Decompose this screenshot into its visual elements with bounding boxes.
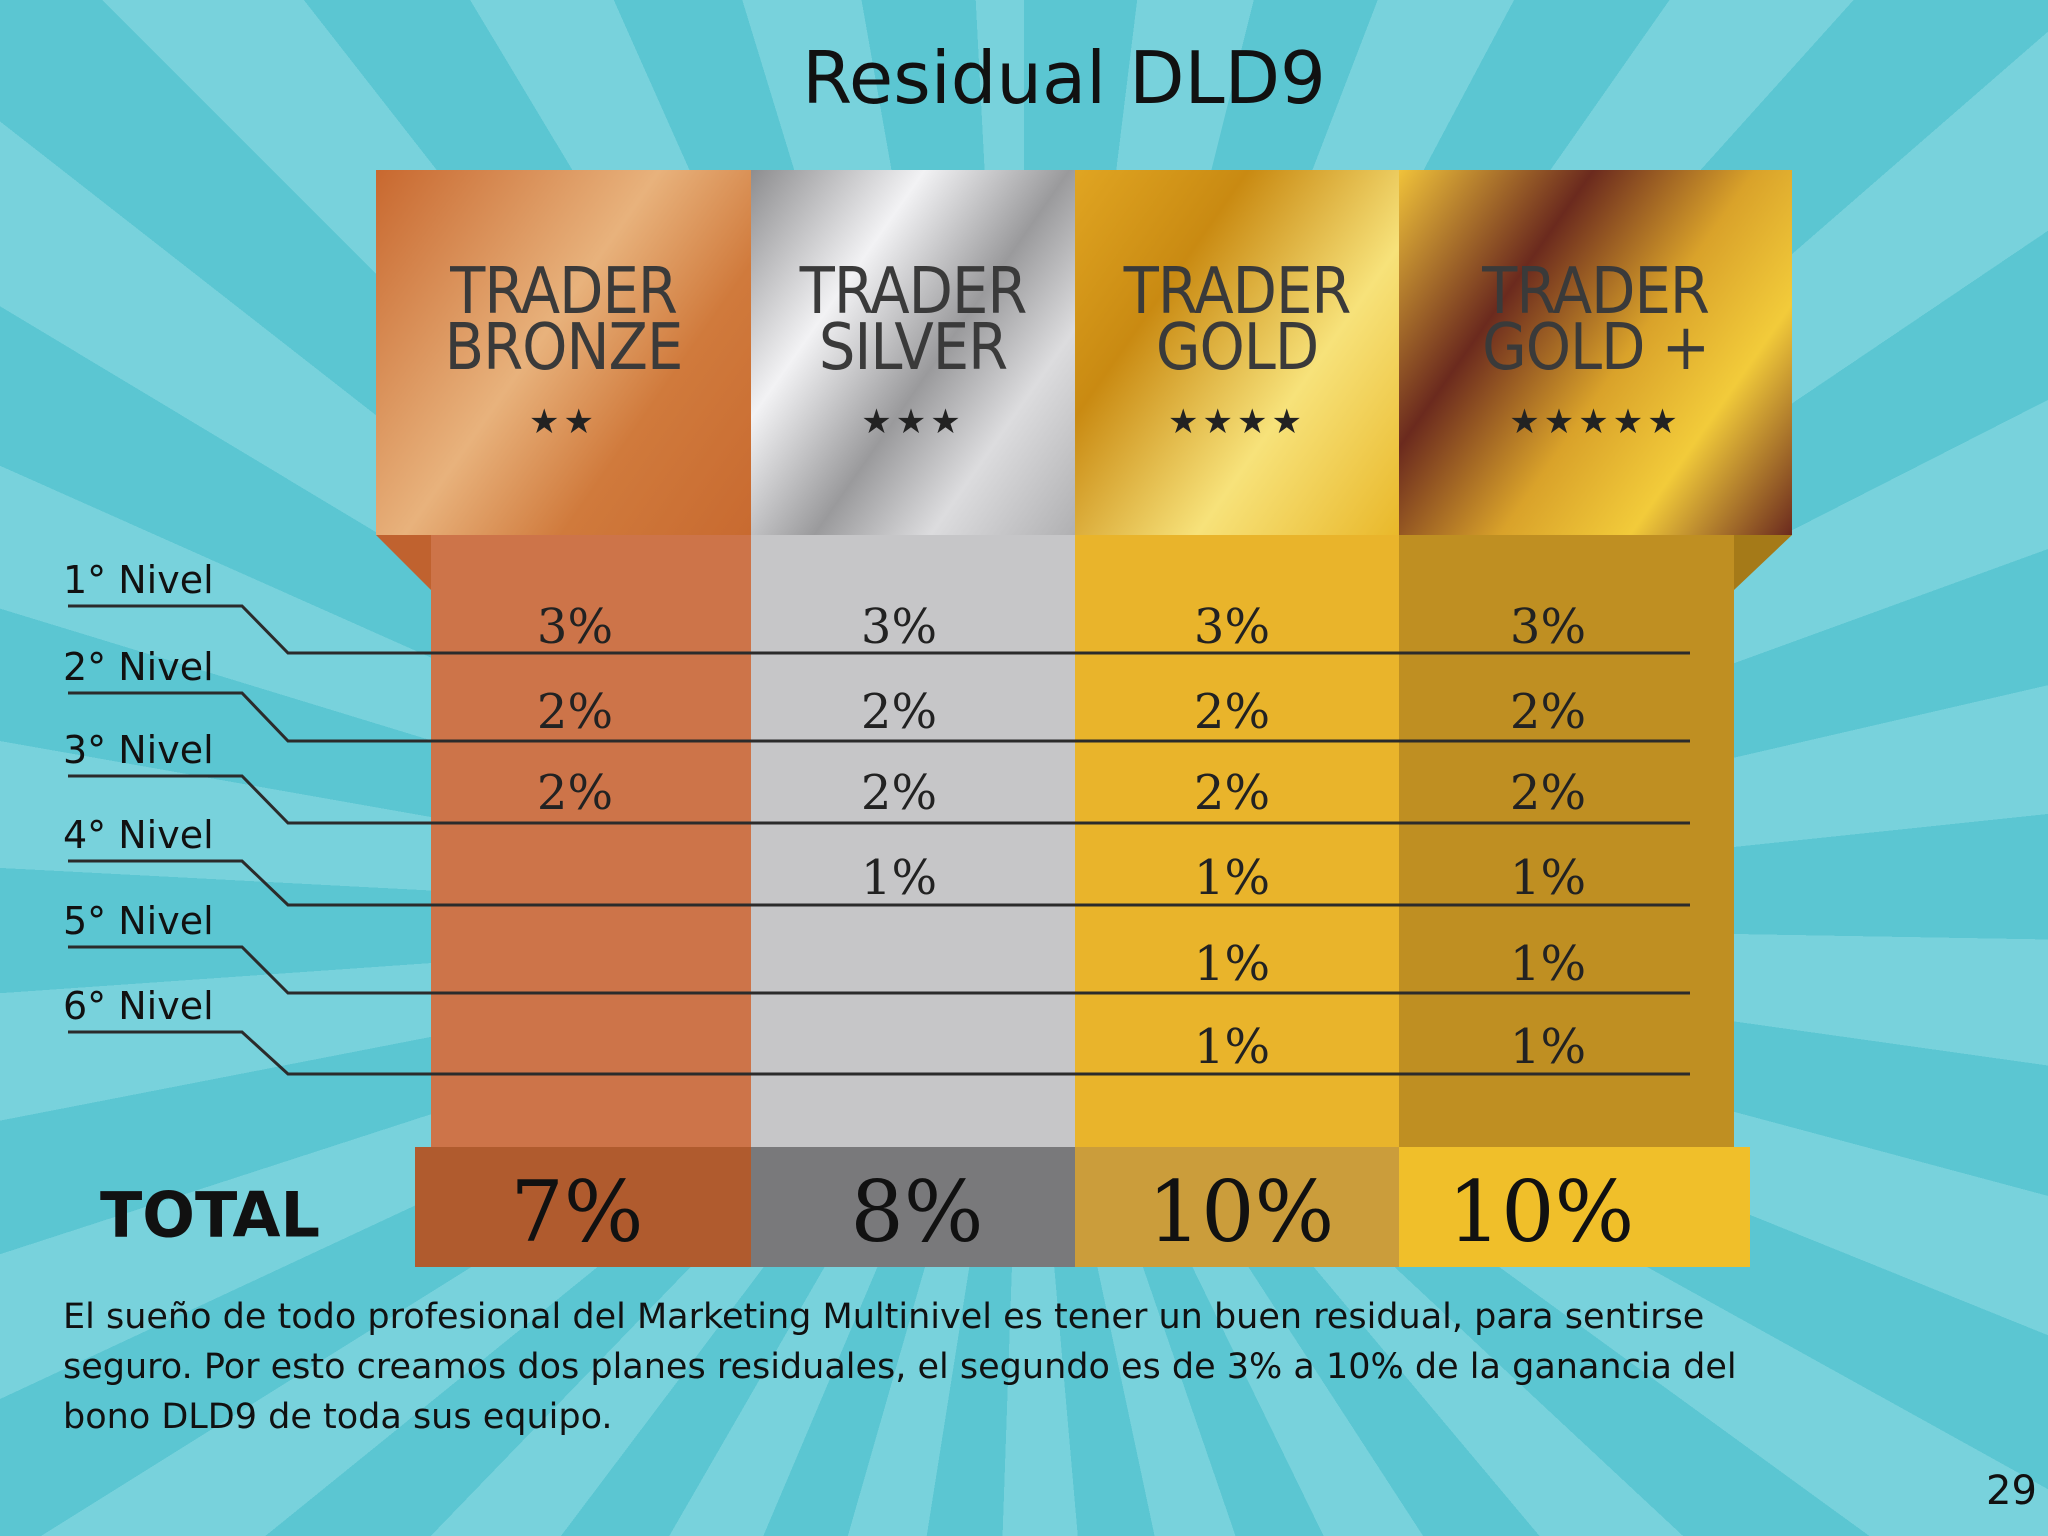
total-label: TOTAL — [100, 1178, 320, 1252]
total-value: 8% — [850, 1163, 984, 1261]
level-line — [68, 859, 1690, 907]
level-label: 4° Nivel — [63, 813, 214, 857]
total-cell — [1075, 1147, 1399, 1267]
tier-header: TRADER GOLD ★★★★ — [1075, 170, 1399, 535]
level-value: 2% — [1509, 684, 1587, 740]
level-label: 1° Nivel — [63, 558, 214, 602]
level-value: 1% — [1509, 1019, 1587, 1075]
level-label: 2° Nivel — [63, 645, 214, 689]
level-value: 3% — [1193, 599, 1271, 655]
total-cell — [1399, 1147, 1750, 1267]
tier-header: TRADER SILVER ★★★ — [751, 170, 1075, 535]
level-value: 3% — [536, 599, 614, 655]
tier-name-line: BRONZE — [444, 310, 684, 385]
tier-stars: ★★ — [529, 401, 598, 442]
tier-stars: ★★★ — [861, 401, 965, 442]
level-value: 2% — [860, 684, 938, 740]
title: Residual DLD9 — [802, 36, 1326, 120]
level-value: 1% — [1193, 850, 1271, 906]
level-value: 1% — [1509, 936, 1587, 992]
level-label: 6° Nivel — [63, 984, 214, 1028]
level-value: 2% — [1509, 765, 1587, 821]
level-line — [68, 945, 1690, 995]
level-line — [68, 604, 1690, 655]
tier-name-line: TRADER — [1123, 254, 1352, 329]
tier-stars: ★★★★ — [1168, 401, 1306, 442]
level-label: 3° Nivel — [63, 728, 214, 772]
tier-name: TRADER BRONZE — [444, 254, 684, 385]
tier-header: TRADER GOLD + ★★★★★ — [1399, 170, 1792, 535]
level-line — [68, 774, 1690, 825]
description: El sueño de todo profesional del Marketi… — [63, 1297, 1737, 1437]
total-value: 10% — [1447, 1163, 1635, 1261]
bevel — [1734, 535, 1792, 590]
level-line — [68, 1030, 1690, 1076]
tier-column — [1399, 535, 1734, 1147]
level-value: 2% — [860, 765, 938, 821]
tier-name-line: SILVER — [818, 310, 1008, 385]
level-value: 1% — [1193, 936, 1271, 992]
total-value: 10% — [1147, 1163, 1335, 1261]
level-value: 2% — [536, 684, 614, 740]
tier-name-line: TRADER — [799, 254, 1028, 329]
bevel — [376, 535, 431, 590]
level-value: 2% — [536, 765, 614, 821]
page-number: 29 — [1986, 1468, 2037, 1514]
total-value: 7% — [510, 1163, 644, 1261]
level-value: 2% — [1193, 765, 1271, 821]
tier-name-line: TRADER — [450, 254, 678, 329]
tier-column — [751, 535, 1075, 1147]
total-cell — [751, 1147, 1075, 1267]
level-value: 1% — [1509, 850, 1587, 906]
tier-column — [1075, 535, 1399, 1147]
total-cell — [415, 1147, 751, 1267]
tier-name-line: GOLD + — [1482, 310, 1710, 385]
tier-name-line: TRADER — [1482, 254, 1710, 329]
tier-name-line: GOLD — [1155, 310, 1319, 385]
level-value: 2% — [1193, 684, 1271, 740]
level-value: 3% — [860, 599, 938, 655]
tier-name: TRADER GOLD + — [1482, 254, 1710, 385]
tier-stars: ★★★★★ — [1509, 401, 1682, 442]
tier-name: TRADER SILVER — [799, 254, 1028, 385]
tier-header: TRADER BRONZE ★★ — [376, 170, 751, 535]
level-value: 1% — [860, 850, 938, 906]
level-label: 5° Nivel — [63, 899, 214, 943]
level-line — [68, 691, 1690, 743]
level-value: 3% — [1509, 599, 1587, 655]
tier-name: TRADER GOLD — [1123, 254, 1352, 385]
tier-column — [431, 535, 751, 1147]
level-value: 1% — [1193, 1019, 1271, 1075]
